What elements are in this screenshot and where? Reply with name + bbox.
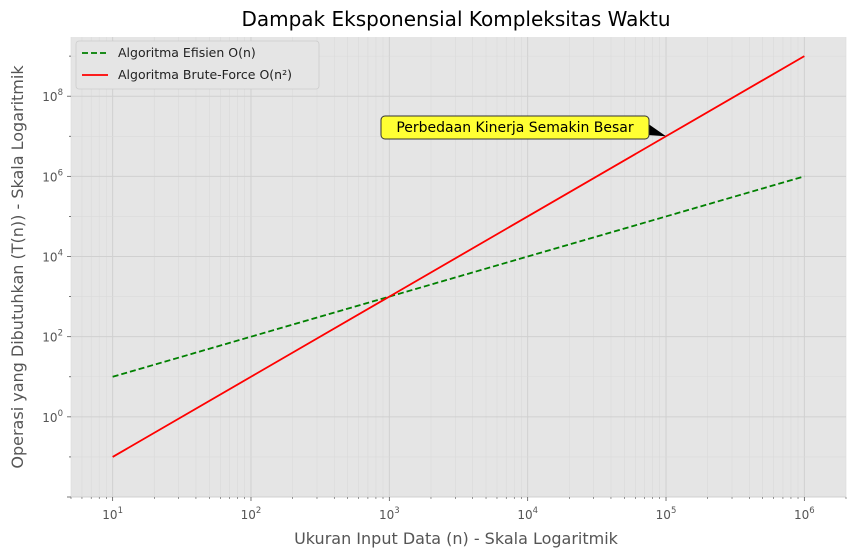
x-tick-label: 102 — [241, 506, 262, 522]
annotation-text: Perbedaan Kinerja Semakin Besar — [396, 120, 634, 136]
x-axis-label: Ukuran Input Data (n) - Skala Logaritmik — [294, 529, 619, 548]
annotation: Perbedaan Kinerja Semakin Besar — [380, 115, 667, 140]
x-tick-label: 104 — [517, 506, 538, 522]
series-line-0 — [112, 175, 805, 378]
legend-label-efficient: Algoritma Efisien O(n) — [118, 45, 256, 60]
chart-title: Dampak Eksponensial Kompleksitas Waktu — [241, 7, 670, 31]
y-tick-label: 108 — [42, 88, 63, 104]
plot-area — [71, 37, 846, 497]
series-line-1 — [112, 55, 805, 458]
x-tick-label: 106 — [794, 506, 815, 522]
x-tick-label: 105 — [656, 506, 677, 522]
y-tick-label: 106 — [42, 168, 63, 184]
annotation-box — [380, 115, 650, 140]
annotation-arrow — [647, 123, 667, 137]
legend-label-bruteforce: Algoritma Brute-Force O(n²) — [118, 67, 292, 82]
axis-ticks: 101 102 103 104 105 106 100 102 104 106 108 — [42, 55, 847, 522]
y-axis-label: Operasi yang Dibutuhkan (T(n)) - Skala L… — [8, 65, 27, 469]
y-tick-label: 104 — [42, 249, 63, 265]
legend-box — [75, 40, 320, 90]
x-tick-label: 101 — [102, 506, 123, 522]
x-tick-label: 103 — [379, 506, 400, 522]
y-tick-label: 100 — [42, 409, 63, 425]
legend: Algoritma Efisien O(n) Algoritma Brute-F… — [75, 40, 320, 90]
y-tick-label: 102 — [42, 329, 63, 345]
grid — [70, 37, 847, 498]
series-lines — [112, 55, 805, 458]
